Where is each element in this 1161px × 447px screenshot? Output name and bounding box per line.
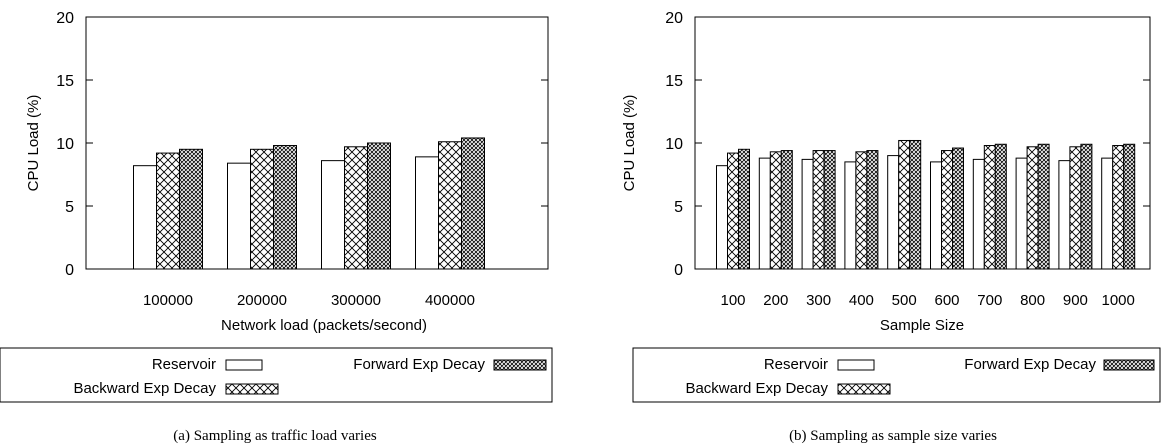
bar-reservoir [415, 156, 439, 270]
chart-b-legend-swatch-backward [837, 383, 891, 395]
bar-forward [367, 142, 391, 270]
bar-reservoir [716, 165, 728, 270]
bar-reservoir [887, 155, 900, 270]
bar-backward [250, 148, 274, 270]
bar-forward [1080, 143, 1093, 270]
x-tick-label: 700 [977, 292, 1002, 309]
chart-b-caption: (b) Sampling as sample size varies [789, 428, 997, 444]
chart-a-legend-swatch-reservoir [225, 359, 263, 371]
chart-a-legend-swatch-backward [225, 383, 279, 395]
chart-a-bars [133, 137, 485, 270]
chart-a-y-axis: 0 5 10 15 20 [56, 10, 548, 279]
bar-backward [438, 141, 462, 270]
bar-reservoir [133, 165, 157, 270]
bar-forward [823, 150, 836, 270]
bar-reservoir [801, 158, 814, 270]
chart-a-x-axis: 100000 200000 300000 400000 [143, 292, 475, 309]
bar-forward [461, 137, 485, 270]
bar-forward [1123, 143, 1136, 270]
chart-b-legend-swatch-reservoir [837, 359, 875, 371]
chart-b-bars [716, 139, 1136, 270]
x-tick-label: 100000 [143, 292, 193, 309]
chart-b-legend-label-backward: Backward Exp Decay [685, 380, 828, 397]
chart-b: 0 5 10 15 20 100 200 300 400 500 600 700 800 900 1000… [621, 10, 1161, 444]
bar-backward [156, 152, 180, 270]
chart-a-legend-label-backward: Backward Exp Decay [73, 380, 216, 397]
x-tick-label: 200 [763, 292, 788, 309]
bar-backward [983, 145, 996, 270]
y-tick-label: 20 [665, 10, 683, 27]
chart-a-y-axis-title: CPU Load (%) [25, 95, 42, 192]
chart-b-legend: Reservoir Forward Exp Decay Backward Exp… [632, 347, 1161, 403]
bar-reservoir [930, 161, 942, 270]
y-tick-label: 15 [665, 73, 683, 90]
chart-a-legend-swatch-forward [493, 359, 547, 371]
bar-backward [941, 150, 953, 270]
chart-b-y-axis: 0 5 10 15 20 [665, 10, 1150, 279]
bar-backward [855, 151, 868, 270]
bar-reservoir [844, 161, 857, 270]
y-tick-label: 5 [65, 199, 74, 216]
x-tick-label: 400000 [425, 292, 475, 309]
bar-reservoir [758, 157, 771, 270]
chart-a-x-axis-title: Network load (packets/second) [221, 317, 427, 334]
chart-b-x-axis-title: Sample Size [880, 317, 964, 334]
bar-forward [952, 147, 964, 270]
bar-forward [866, 150, 879, 270]
bar-forward [179, 148, 203, 270]
y-tick-label: 0 [674, 262, 683, 279]
y-tick-label: 10 [56, 136, 74, 153]
bar-reservoir [1101, 157, 1114, 270]
bar-backward [1112, 145, 1125, 270]
chart-a-caption: (a) Sampling as traffic load varies [173, 428, 377, 444]
chart-a-legend-label-reservoir: Reservoir [152, 356, 216, 373]
x-tick-label: 200000 [237, 292, 287, 309]
bar-reservoir [972, 158, 985, 270]
x-tick-label: 500 [892, 292, 917, 309]
x-tick-label: 1000 [1102, 292, 1135, 309]
chart-b-legend-label-forward: Forward Exp Decay [964, 356, 1096, 373]
y-tick-label: 10 [665, 136, 683, 153]
x-tick-label: 900 [1063, 292, 1088, 309]
chart-b-legend-label-reservoir: Reservoir [764, 356, 828, 373]
x-tick-label: 300 [806, 292, 831, 309]
bar-forward [780, 150, 793, 270]
bar-backward [898, 139, 911, 270]
chart-a-legend-box [0, 347, 553, 403]
x-tick-label: 600 [934, 292, 959, 309]
y-tick-label: 0 [65, 262, 74, 279]
y-tick-label: 5 [674, 199, 683, 216]
x-tick-label: 100 [720, 292, 745, 309]
x-tick-label: 800 [1020, 292, 1045, 309]
bar-reservoir [1015, 157, 1028, 270]
bar-backward [812, 150, 825, 270]
bar-reservoir [321, 160, 345, 270]
bar-backward [344, 146, 368, 270]
bar-forward [1037, 143, 1050, 270]
bar-backward [727, 152, 739, 270]
chart-b-legend-box [632, 347, 1161, 403]
bar-reservoir [1058, 160, 1071, 270]
y-tick-label: 15 [56, 73, 74, 90]
bar-forward [273, 145, 297, 270]
chart-b-legend-swatch-forward [1103, 359, 1155, 371]
bar-reservoir [227, 162, 251, 270]
chart-a: 0 5 10 15 20 100000 200000 300000 400000 CPU Lo… [0, 10, 553, 444]
bar-forward [909, 139, 922, 270]
bar-forward [738, 148, 750, 270]
chart-a-legend-label-forward: Forward Exp Decay [353, 356, 485, 373]
bar-backward [769, 151, 782, 270]
bar-backward [1069, 146, 1082, 270]
x-tick-label: 300000 [331, 292, 381, 309]
bar-backward [1026, 146, 1039, 270]
x-tick-label: 400 [849, 292, 874, 309]
chart-b-x-axis: 100 200 300 400 500 600 700 800 900 1000 [720, 292, 1134, 309]
y-tick-label: 20 [56, 10, 74, 27]
bar-forward [994, 143, 1007, 270]
chart-a-legend: Reservoir Forward Exp Decay Backward Exp… [0, 347, 553, 403]
chart-b-y-axis-title: CPU Load (%) [621, 95, 638, 192]
